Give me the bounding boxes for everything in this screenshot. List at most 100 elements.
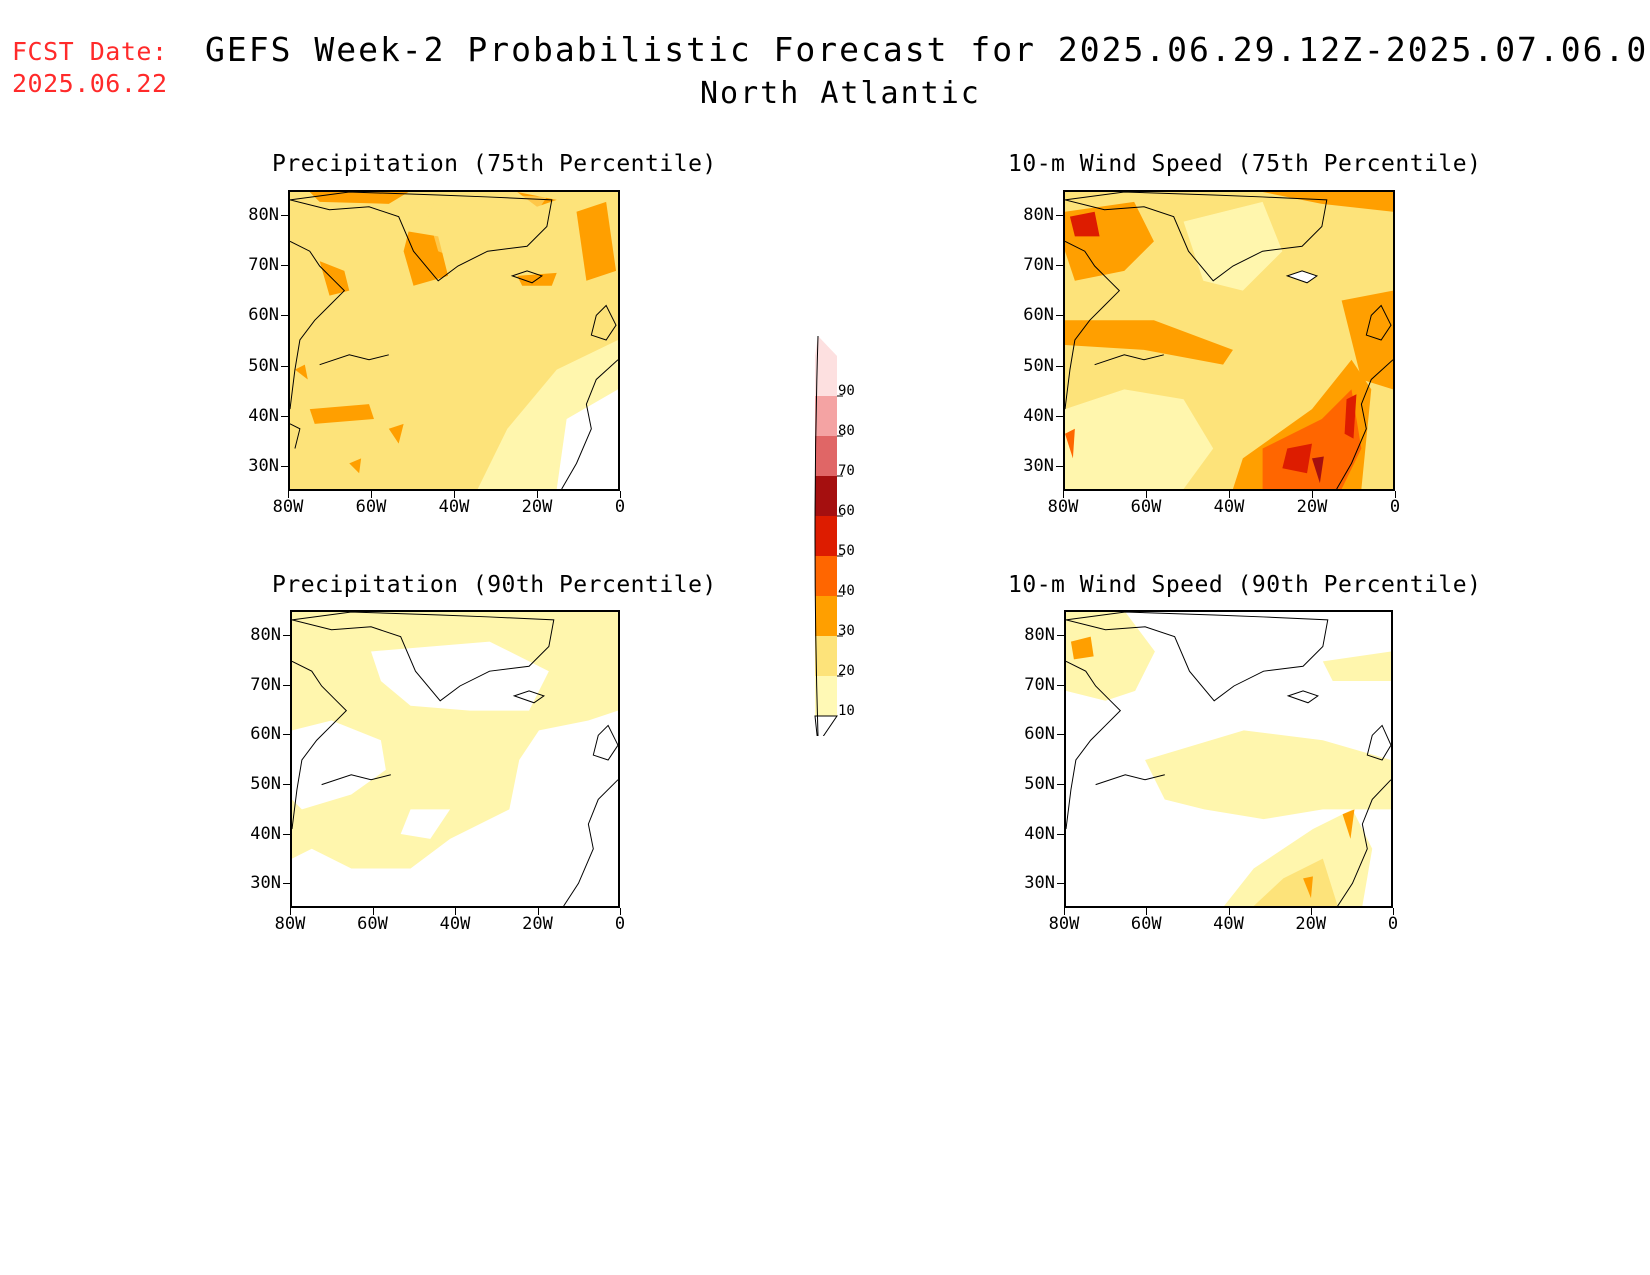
panel-title: Precipitation (90th Percentile) [272,572,717,598]
colorbar-swatch [815,436,837,476]
lon-tick [1063,491,1064,498]
lon-tick-label: 0 [614,914,626,934]
colorbar-outline [814,335,819,737]
forecast-date-block: FCST Date: 2025.06.22 [12,36,168,100]
lat-tick-label: 30N [1024,873,1055,894]
lon-tick [1064,908,1065,915]
lon-tick [372,908,374,915]
lat-tick-label: 80N [1024,624,1055,645]
lon-tick [1312,491,1313,498]
lat-tick [283,734,290,736]
colorbar-label: 50 [838,543,855,559]
colorbar-cap-top [815,336,837,356]
colorbar-swatch [815,516,837,556]
colorbar-swatch [815,356,837,396]
colorbar-graphic [814,335,843,746]
lon-tick [1229,491,1230,498]
lon-tick [290,908,291,915]
lat-tick-label: 60N [1024,724,1055,745]
forecast-date-value: 2025.06.22 [12,69,168,98]
lon-tick [620,908,621,915]
lon-tick-label: 80W [1047,497,1079,517]
lat-tick-label: 50N [1023,355,1054,376]
lat-tick-label: 80N [1023,205,1054,226]
colorbar [810,335,870,746]
lat-tick [281,265,288,267]
figure-title: GEFS Week-2 Probabilistic Forecast for 2… [205,30,1650,69]
lat-tick [1056,265,1063,267]
lon-tick-label: 0 [1389,497,1401,517]
lon-tick-label: 0 [614,497,626,517]
lat-tick [281,315,288,317]
lat-tick [1057,883,1064,885]
colorbar-swatch [815,476,837,516]
lon-tick-label: 60W [357,914,388,934]
lat-tick [281,465,288,467]
map-wind-75 [1063,190,1395,491]
lat-tick-label: 80N [248,205,279,226]
lon-tick-label: 40W [438,497,470,517]
lat-tick-label: 60N [1023,305,1054,326]
lat-tick [283,684,290,686]
lat-tick-label: 50N [248,355,279,376]
figure-subtitle: North Atlantic [700,76,981,111]
lat-tick-label: 40N [250,823,281,844]
colorbar-swatch [815,676,837,716]
map-precip-90 [290,610,620,908]
lon-tick-label: 20W [521,497,553,517]
lat-tick [1057,634,1064,636]
panel-title: 10-m Wind Speed (90th Percentile) [1008,572,1482,598]
lon-tick-label: 20W [1295,914,1327,934]
forecast-date-label: FCST Date: [12,37,168,66]
lon-tick-label: 40W [439,914,471,934]
lon-tick [1395,491,1396,498]
lat-tick-label: 70N [1023,255,1054,276]
colorbar-label: 60 [838,503,855,519]
lat-tick-label: 70N [248,255,279,276]
colorbar-swatch [815,556,837,596]
lon-tick [537,491,538,498]
lon-tick-label: 20W [1296,497,1328,517]
colorbar-label: 70 [838,463,855,479]
lat-tick [1056,315,1063,317]
lat-tick [281,415,288,417]
lat-tick [1056,465,1063,467]
lat-tick [283,833,290,835]
colorbar-label: 80 [838,423,855,439]
lon-tick [288,491,289,498]
lon-tick-label: 60W [1130,914,1162,934]
lat-tick [283,783,290,785]
lat-tick-label: 60N [248,305,279,326]
lon-tick [371,491,372,498]
lat-tick-label: 70N [250,674,281,695]
lat-tick-label: 40N [1024,823,1055,844]
lat-tick-label: 30N [1023,455,1054,476]
colorbar-swatch [815,596,837,636]
lat-tick-label: 50N [1024,773,1055,794]
colorbar-label: 90 [838,383,855,399]
colorbar-label: 40 [838,583,855,599]
lat-tick [1057,684,1064,686]
lon-tick-label: 0 [1387,914,1399,934]
lat-tick-label: 30N [250,873,281,894]
lat-tick [281,215,288,217]
lat-tick-label: 40N [248,405,279,426]
lon-tick-label: 80W [1048,914,1080,934]
lat-tick-label: 50N [250,773,281,794]
lat-tick [281,365,288,367]
lon-tick [620,491,621,498]
lat-tick-label: 80N [250,624,281,645]
colorbar-swatch [815,636,837,676]
colorbar-swatch [815,396,837,436]
panel-title: 10-m Wind Speed (75th Percentile) [1008,151,1482,177]
lat-tick [1056,215,1063,217]
lat-tick [283,883,290,885]
lat-tick-label: 30N [248,455,279,476]
lon-tick-label: 20W [522,914,553,934]
lat-tick [1057,783,1064,785]
lat-tick [1056,365,1063,367]
lon-tick-label: 80W [272,497,304,517]
lon-tick-label: 60W [355,497,387,517]
lat-tick [1057,734,1064,736]
map-wind-90 [1064,610,1393,908]
